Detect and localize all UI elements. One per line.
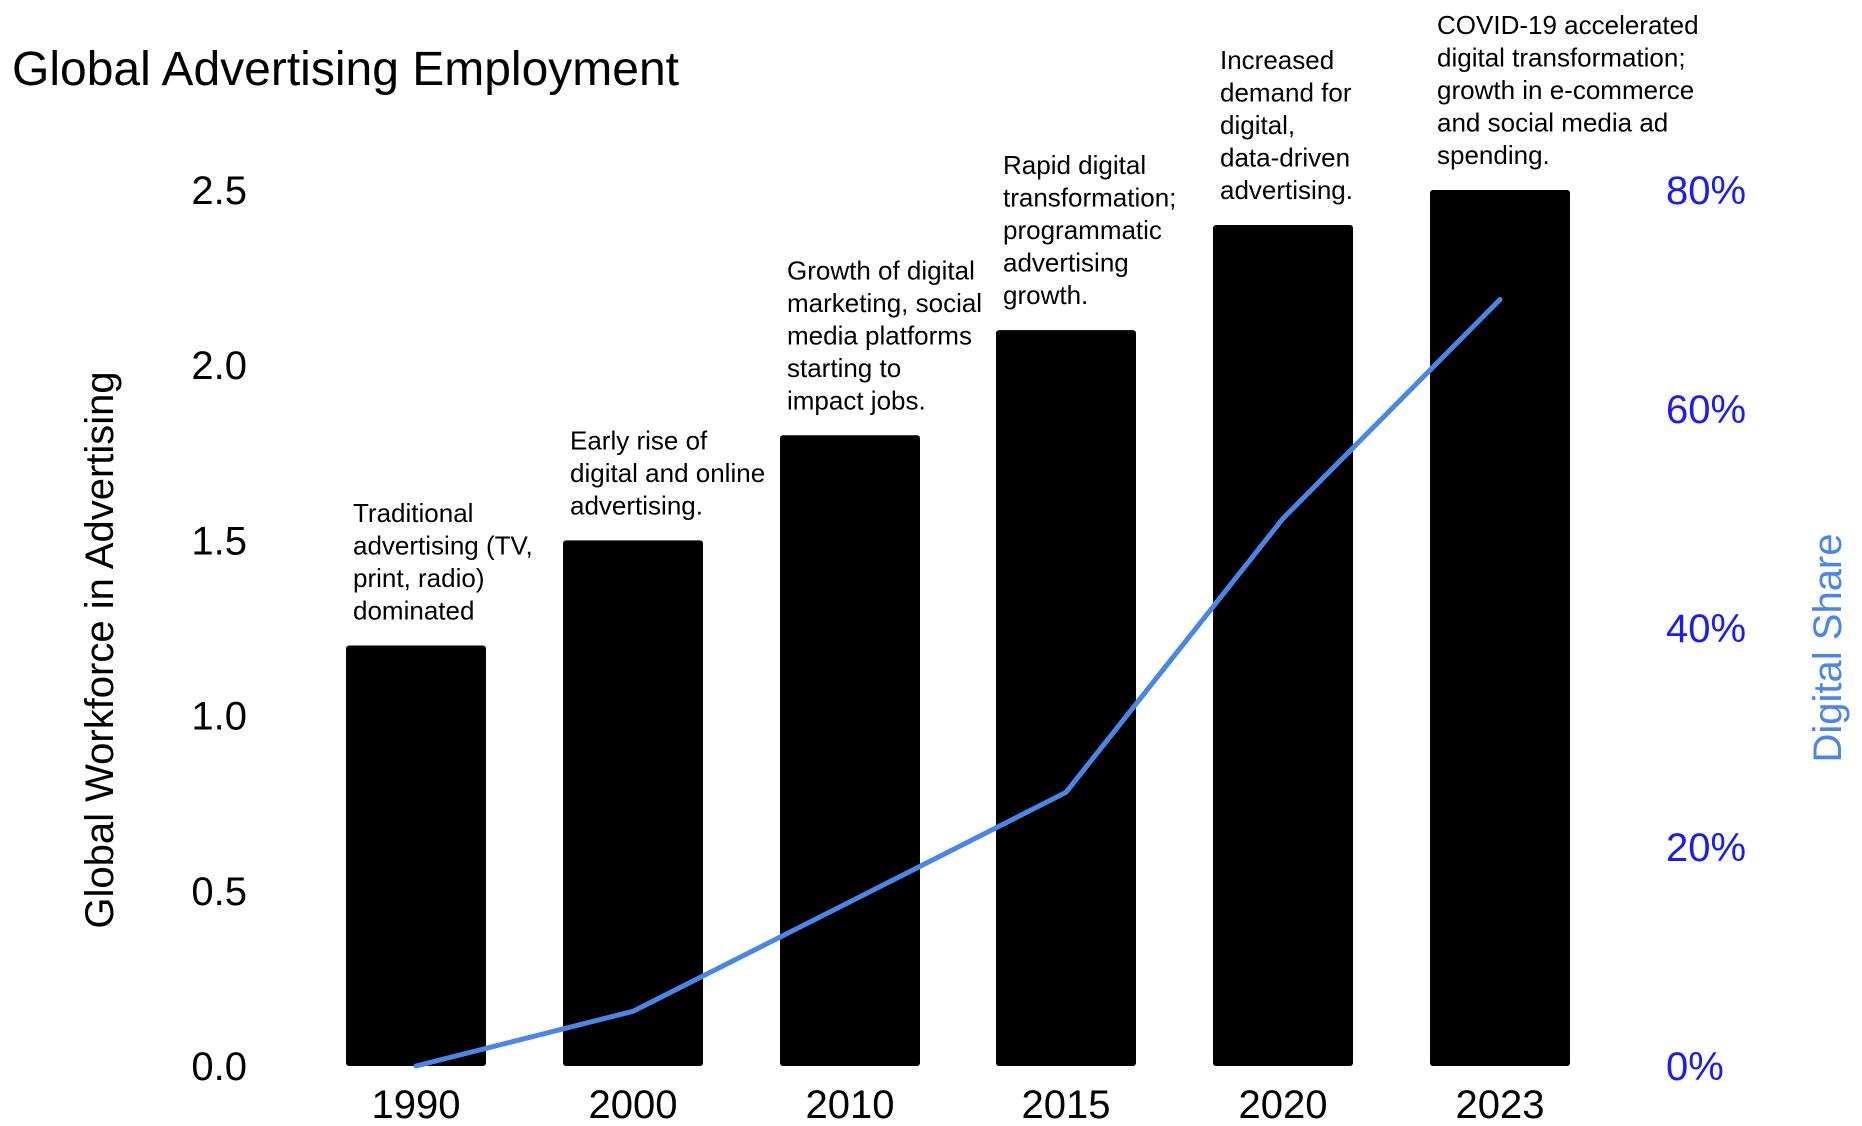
annotation-line: Early rise of <box>570 425 708 455</box>
annotation-line: advertising (TV, <box>353 531 533 561</box>
annotation-line: and social media ad <box>1437 108 1668 138</box>
annotation-line: starting to <box>787 353 901 383</box>
annotation-line: programmatic <box>1003 215 1162 245</box>
y2-tick-label: 80% <box>1666 169 1746 213</box>
y-tick-label: 2.5 <box>191 169 247 213</box>
annotation-1990: Traditional advertising (TV, print, radio)… <box>353 498 533 626</box>
annotation-line: COVID-19 accelerated <box>1437 10 1699 40</box>
annotation-line: Rapid digital <box>1003 150 1146 180</box>
annotations: Traditional advertising (TV, print, radio)… <box>353 10 1699 626</box>
y2-axis-label: Digital Share <box>1806 533 1850 762</box>
annotation-line: media platforms <box>787 320 972 350</box>
annotation-line: demand for <box>1220 78 1352 108</box>
annotation-line: marketing, social <box>787 288 982 318</box>
line-series <box>413 297 1503 1069</box>
y-axis-ticks: 0.0 0.5 1.0 1.5 2.0 2.5 <box>191 169 247 1089</box>
digital-share-line <box>413 297 1503 1069</box>
bar-2023 <box>1430 190 1570 1066</box>
bar-2000 <box>563 540 703 1066</box>
y2-tick-label: 20% <box>1666 826 1746 870</box>
annotation-line: digital transformation; <box>1437 43 1686 73</box>
annotation-line: growth in e-commerce <box>1437 75 1694 105</box>
annotation-2010: Growth of digital marketing, social media … <box>787 255 982 415</box>
annotation-line: growth. <box>1003 280 1088 310</box>
annotation-line: transformation; <box>1003 183 1176 213</box>
annotation-line: Growth of digital <box>787 255 975 285</box>
annotation-line: dominated <box>353 596 474 626</box>
x-axis-ticks: 1990 2000 2010 2015 2020 2023 <box>372 1083 1545 1126</box>
bar-2010 <box>780 435 920 1066</box>
y2-tick-label: 0% <box>1666 1045 1724 1089</box>
x-tick-label: 2000 <box>589 1083 678 1126</box>
bar-2020 <box>1213 225 1353 1067</box>
annotation-line: impact jobs. <box>787 385 926 415</box>
x-tick-label: 2015 <box>1022 1083 1111 1126</box>
x-tick-label: 1990 <box>372 1083 461 1126</box>
y-tick-label: 1.0 <box>191 695 247 739</box>
annotation-2023: COVID-19 accelerated digital transformati… <box>1437 10 1699 170</box>
y-tick-label: 0.5 <box>191 870 247 914</box>
x-tick-label: 2010 <box>806 1083 895 1126</box>
annotation-2020: Increased demand for digital, data-driven ad… <box>1220 45 1353 205</box>
chart-title: Global Advertising Employment <box>12 43 679 96</box>
y2-tick-label: 40% <box>1666 607 1746 651</box>
annotation-line: advertising <box>1003 248 1129 278</box>
y2-axis-ticks: 0% 20% 40% 60% 80% <box>1666 169 1746 1089</box>
x-tick-label: 2023 <box>1456 1083 1545 1126</box>
y-tick-label: 1.5 <box>191 519 247 563</box>
annotation-2000: Early rise of digital and online advertisi… <box>570 425 765 520</box>
x-tick-label: 2020 <box>1239 1083 1328 1126</box>
y-tick-label: 2.0 <box>191 344 247 388</box>
annotation-line: data-driven <box>1220 143 1350 173</box>
y-axis-label: Global Workforce in Advertising <box>78 371 122 928</box>
annotation-2015: Rapid digital transformation; programmatic… <box>1003 150 1176 310</box>
y-tick-label: 0.0 <box>191 1045 247 1089</box>
annotation-line: spending. <box>1437 140 1550 170</box>
bar-series <box>346 190 1570 1067</box>
bar-1990 <box>346 645 486 1066</box>
annotation-line: advertising. <box>1220 175 1353 205</box>
y2-tick-label: 60% <box>1666 388 1746 432</box>
bar-2015 <box>996 330 1136 1066</box>
annotation-line: advertising. <box>570 490 703 520</box>
annotation-line: print, radio) <box>353 563 485 593</box>
annotation-line: digital and online <box>570 458 765 488</box>
annotation-line: digital, <box>1220 110 1295 140</box>
annotation-line: Increased <box>1220 45 1334 75</box>
annotation-line: Traditional <box>353 498 473 528</box>
